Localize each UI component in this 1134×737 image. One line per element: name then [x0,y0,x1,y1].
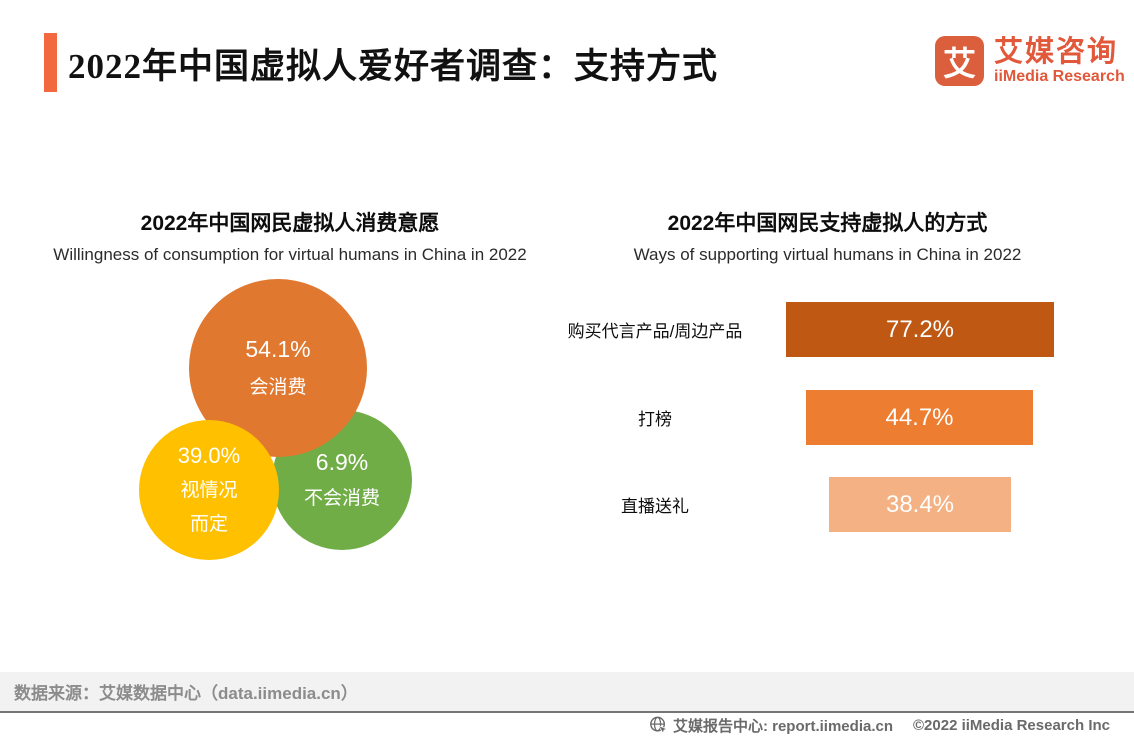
brand-logo: 艾 艾媒咨询 iiMedia Research [935,36,1125,86]
footer-copyright: ©2022 iiMedia Research Inc [913,716,1110,734]
bubble-value: 6.9% [315,448,369,475]
data-source-text: 数据来源：艾媒数据中心（data.iimedia.cn） [14,684,358,703]
bubble-depends: 39.0% 视情况 而定 [139,420,279,560]
logo-glyph: 艾 [943,45,976,82]
bubble-label: 会消费 [249,376,307,398]
footer: 艾媒报告中心: report.iimedia.cn ©2022 iiMedia … [649,713,1110,737]
bar-category-label: 打榜 [638,410,672,429]
brand-name-en: iiMedia Research [994,68,1125,85]
bubble-wont-consume: 6.9% 不会消费 [272,410,412,550]
bar-buy-products: 77.2% [786,302,1054,357]
bar-value-label: 44.7% [885,403,954,431]
brand-name-cn: 艾媒咨询 [994,36,1119,68]
bubble-label: 而定 [189,514,228,535]
data-source-band: 数据来源：艾媒数据中心（data.iimedia.cn） [0,672,1134,711]
globe-cursor-icon [650,716,667,734]
bar-category-label: 直播送礼 [621,497,689,516]
title-accent-bar [44,33,57,92]
bar-category-label: 购买代言产品/周边产品 [567,322,743,341]
brand-text: 艾媒咨询 iiMedia Research [994,36,1125,86]
bar-chart-title: 2022年中国网民支持虚拟人的方式 [667,212,988,235]
bubble-value: 54.1% [245,335,311,362]
bar-chart-subtitle: Ways of supporting virtual humans in Chi… [633,245,1022,264]
page-title: 2022年中国虚拟人爱好者调查：支持方式 [68,47,719,86]
footer-divider [0,711,1134,713]
bubble-value: 39.0% [177,443,241,468]
bar-chart-ranking: 44.7% [806,390,1033,445]
bubble-chart-subtitle: Willingness of consumption for virtual h… [53,245,527,264]
bubble-chart-title: 2022年中国网民虚拟人消费意愿 [140,212,440,235]
bar-value-label: 38.4% [885,490,955,518]
bubble-label: 不会消费 [303,487,380,509]
footer-report-center: 艾媒报告中心: report.iimedia.cn [672,717,893,735]
iimedia-logo-icon: 艾 [935,36,984,86]
bar-livestream-gifts: 38.4% [829,477,1011,532]
bar-value-label: 77.2% [885,315,955,343]
bubble-label: 视情况 [180,480,238,501]
